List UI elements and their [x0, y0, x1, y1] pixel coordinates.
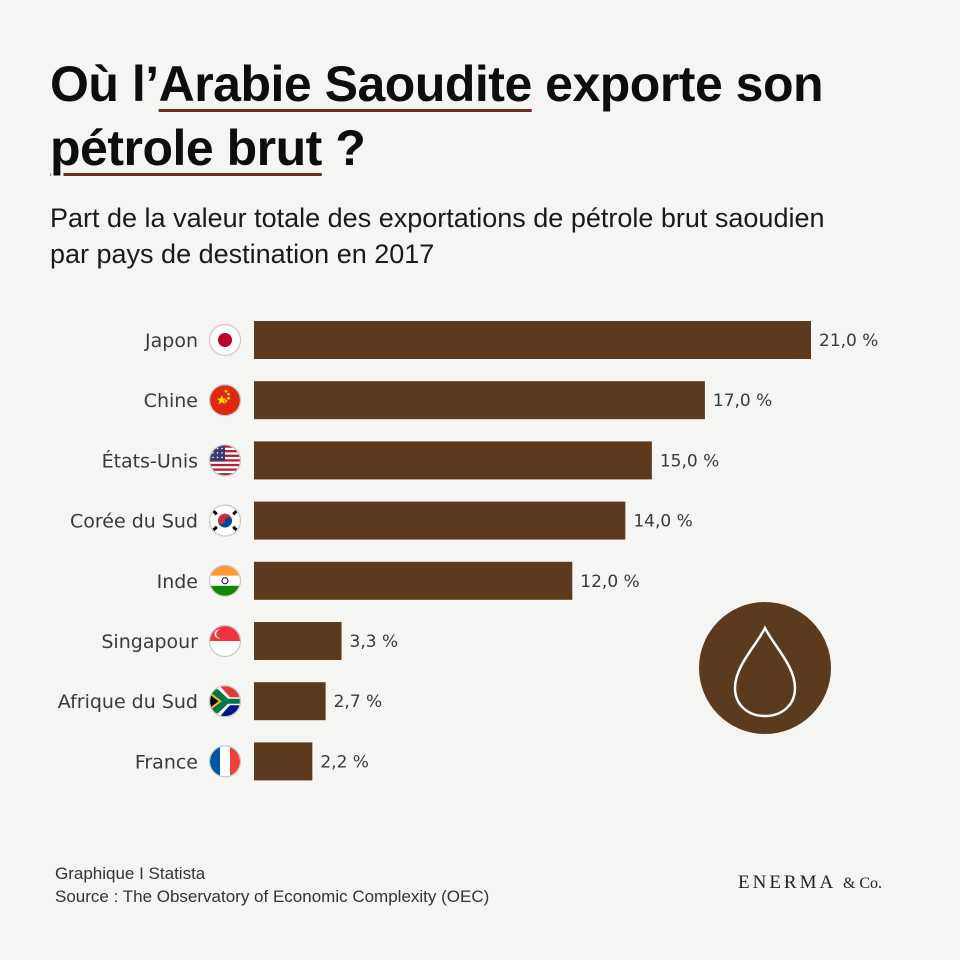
- china-flag-icon: [208, 384, 242, 417]
- title-highlight-product: pétrole brut: [50, 120, 322, 176]
- category-label: Chine: [144, 390, 198, 412]
- value-label: 17,0 %: [713, 391, 772, 411]
- india-flag-icon: [208, 564, 242, 597]
- singapore-flag-icon: [208, 624, 242, 658]
- category-label: France: [135, 751, 198, 773]
- bar-5: [254, 622, 342, 660]
- category-label: Corée du Sud: [70, 511, 198, 533]
- value-label: 15,0 %: [660, 451, 719, 471]
- chart-subtitle: Part de la valeur totale des exportation…: [50, 203, 825, 269]
- chart-footer: Graphique I Statista Source : The Observ…: [55, 862, 489, 908]
- value-label: 21,0 %: [819, 331, 878, 351]
- bar-2: [254, 441, 652, 480]
- value-label: 2,2 %: [320, 752, 369, 772]
- south-korea-flag-icon: [208, 504, 242, 537]
- category-label: Afrique du Sud: [58, 691, 198, 713]
- brand-logo: ENERMA & Co.: [738, 872, 883, 893]
- bar-3: [254, 501, 626, 540]
- title-highlight-country: Arabie Saoudite: [158, 56, 533, 112]
- bar-0: [254, 321, 811, 359]
- japan-flag-icon: [208, 323, 242, 357]
- bar-7: [254, 742, 313, 781]
- value-label: 2,7 %: [334, 692, 383, 712]
- category-label: Inde: [157, 571, 198, 593]
- footer-source: Source : The Observatory of Economic Com…: [55, 887, 490, 906]
- france-flag-icon: [208, 745, 242, 778]
- chart-title: Où l’Arabie Saoudite exporte son pétrole…: [50, 56, 824, 176]
- bar-6: [254, 682, 326, 721]
- value-label: 14,0 %: [633, 512, 692, 532]
- south-africa-flag-icon: [208, 685, 242, 718]
- footer-credit: Graphique I Statista: [55, 864, 206, 883]
- category-label: Singapour: [101, 631, 198, 653]
- category-label: États-Unis: [102, 449, 198, 472]
- category-label: Japon: [144, 330, 198, 352]
- bar-1: [254, 381, 705, 420]
- value-label: 12,0 %: [580, 572, 639, 592]
- bar-4: [254, 561, 573, 600]
- value-label: 3,3 %: [350, 632, 399, 652]
- oil-drop-icon: [699, 602, 831, 734]
- usa-flag-icon: [208, 444, 242, 477]
